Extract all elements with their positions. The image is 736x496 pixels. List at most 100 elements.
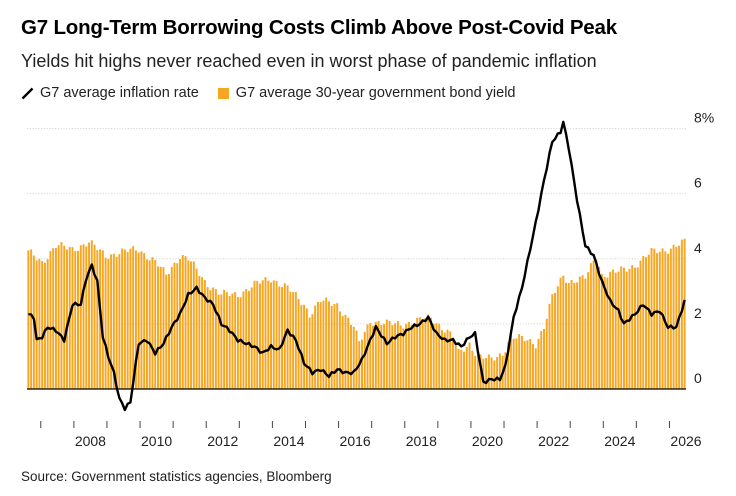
- bar-series-yield: [27, 238, 686, 389]
- yield-bar: [203, 280, 206, 389]
- yield-bar: [639, 260, 642, 389]
- yield-bar: [74, 251, 77, 389]
- yield-bar: [377, 320, 380, 389]
- yield-bar: [656, 253, 659, 389]
- yield-bar: [239, 297, 242, 389]
- yield-bar: [30, 249, 33, 389]
- yield-bar: [275, 281, 278, 389]
- yield-bar: [405, 324, 408, 389]
- yield-bar: [683, 238, 686, 389]
- yield-bar: [570, 279, 573, 389]
- yield-bar: [132, 246, 135, 389]
- yield-bar: [363, 331, 366, 389]
- yield-bar: [457, 348, 460, 389]
- yield-bar: [554, 292, 557, 389]
- y-tick-label: 2: [694, 305, 702, 321]
- yield-bar: [534, 348, 537, 389]
- source-note: Source: Government statistics agencies, …: [21, 469, 332, 484]
- yield-bar: [595, 259, 598, 389]
- yield-bar: [355, 330, 358, 389]
- yield-bar: [465, 346, 468, 389]
- yield-bar: [198, 276, 201, 389]
- yield-bar: [625, 271, 628, 389]
- yield-bar: [449, 331, 452, 389]
- yield-bar: [631, 265, 634, 389]
- yield-bar: [634, 267, 636, 389]
- yield-bar: [543, 329, 545, 389]
- yield-bar: [471, 350, 474, 389]
- yield-bar: [614, 272, 617, 389]
- yield-bar: [43, 262, 46, 389]
- y-tick-label: 8%: [694, 110, 714, 126]
- yield-bar: [231, 293, 234, 389]
- yield-bar: [228, 296, 231, 389]
- yield-bar: [372, 325, 375, 389]
- yield-bar: [96, 250, 99, 389]
- yield-bar: [162, 267, 165, 389]
- yield-bar: [272, 280, 275, 389]
- yield-bar: [443, 332, 446, 389]
- x-tick-label: 2026: [670, 433, 701, 449]
- yield-bar: [156, 266, 159, 389]
- yield-bar: [573, 282, 576, 389]
- x-tick-label: 2008: [75, 433, 106, 449]
- x-tick-label: 2012: [207, 433, 238, 449]
- x-tick-label: 2010: [141, 433, 172, 449]
- yield-bar: [526, 340, 529, 389]
- yield-bar: [380, 324, 383, 389]
- yield-bar: [531, 344, 534, 389]
- yield-bar: [410, 324, 413, 389]
- yield-bar: [140, 251, 143, 389]
- yield-bar: [622, 267, 625, 389]
- yield-bar: [653, 248, 656, 389]
- yield-bar: [338, 311, 341, 389]
- yield-bar: [259, 283, 261, 389]
- yield-bar: [468, 342, 471, 389]
- yield-bar: [556, 286, 559, 389]
- yield-bar: [435, 323, 438, 389]
- yield-bar: [518, 334, 521, 389]
- yield-bar: [300, 305, 303, 389]
- yield-bar: [209, 290, 212, 389]
- yield-bar: [325, 297, 328, 389]
- yield-bar: [270, 282, 273, 389]
- yield-bar: [159, 266, 162, 389]
- yield-bar: [181, 255, 184, 389]
- yield-bar: [54, 247, 57, 389]
- yield-bar: [195, 268, 198, 389]
- yield-bar: [609, 271, 612, 389]
- legend-item-inflation: G7 average inflation rate: [21, 85, 199, 101]
- yield-bar: [460, 349, 463, 389]
- y-tick-label: 0: [694, 370, 702, 386]
- yield-bar: [79, 245, 82, 389]
- yield-bar: [487, 354, 490, 389]
- yield-bar: [336, 303, 339, 389]
- yield-bar: [352, 326, 355, 389]
- yield-bar: [496, 357, 499, 389]
- yield-bar: [661, 248, 664, 389]
- yield-bar: [297, 298, 300, 389]
- yield-bar: [60, 241, 63, 389]
- yield-bar: [523, 341, 526, 389]
- x-tick-label: 2018: [406, 433, 437, 449]
- yield-bar: [85, 246, 88, 389]
- yield-bar: [584, 278, 587, 389]
- yield-bar: [223, 289, 226, 389]
- yield-bar: [145, 259, 148, 389]
- yield-bar: [396, 321, 399, 389]
- yield-bar: [672, 244, 675, 389]
- yield-bar: [427, 314, 430, 389]
- yield-bar: [41, 261, 44, 389]
- x-tick-label: 2016: [340, 433, 371, 449]
- yield-bar: [247, 290, 250, 389]
- yield-bar: [645, 257, 647, 389]
- x-tick-label: 2014: [273, 433, 304, 449]
- yield-bar: [330, 306, 333, 389]
- yield-bar: [520, 336, 523, 389]
- yield-bar: [482, 358, 485, 389]
- yield-bar: [35, 260, 38, 389]
- yield-bar: [93, 244, 96, 389]
- yield-bar: [504, 352, 507, 389]
- yield-bar: [507, 342, 510, 389]
- yield-bar: [429, 317, 432, 389]
